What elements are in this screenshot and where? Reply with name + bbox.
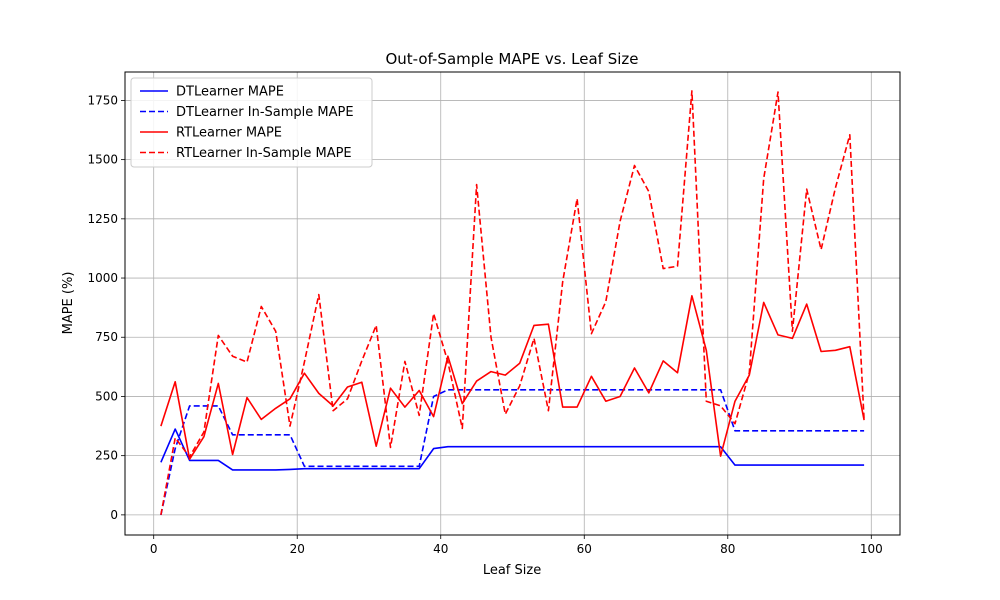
series-line-0 — [160, 428, 865, 471]
series-line-1 — [160, 388, 865, 516]
y-tick-label: 1500 — [87, 153, 118, 167]
x-tick-label: 60 — [577, 542, 592, 556]
legend: DTLearner MAPE DTLearner In-Sample MAPE RT… — [130, 77, 373, 168]
x-tick-label: 80 — [720, 542, 735, 556]
y-tick-label: 250 — [95, 449, 118, 463]
legend-label: DTLearner MAPE — [176, 85, 284, 100]
y-axis-label: MAPE (%) — [61, 272, 76, 335]
x-tick-label: 40 — [433, 542, 448, 556]
series-lines — [160, 90, 865, 516]
legend-frame — [130, 77, 373, 168]
y-tick-label: 1000 — [87, 271, 118, 285]
y-tick-label: 500 — [95, 389, 118, 403]
series-line-3 — [160, 90, 865, 516]
legend-label: DTLearner In-Sample MAPE — [176, 105, 354, 120]
plot-frame — [124, 71, 901, 536]
x-axis-label: Leaf Size — [483, 563, 541, 578]
chart-title: Out-of-Sample MAPE vs. Leaf Size — [385, 50, 638, 68]
x-tick-label: 20 — [290, 542, 305, 556]
x-tick-label: 100 — [860, 542, 883, 556]
legend-label: RTLearner MAPE — [176, 126, 282, 141]
legend-label: RTLearner In-Sample MAPE — [176, 146, 352, 161]
y-tick-label: 1250 — [87, 212, 118, 226]
x-tick-label: 0 — [150, 542, 158, 556]
y-tick-label: 750 — [95, 330, 118, 344]
y-tick-label: 0 — [110, 508, 118, 522]
y-tick-label: 1750 — [87, 93, 118, 107]
